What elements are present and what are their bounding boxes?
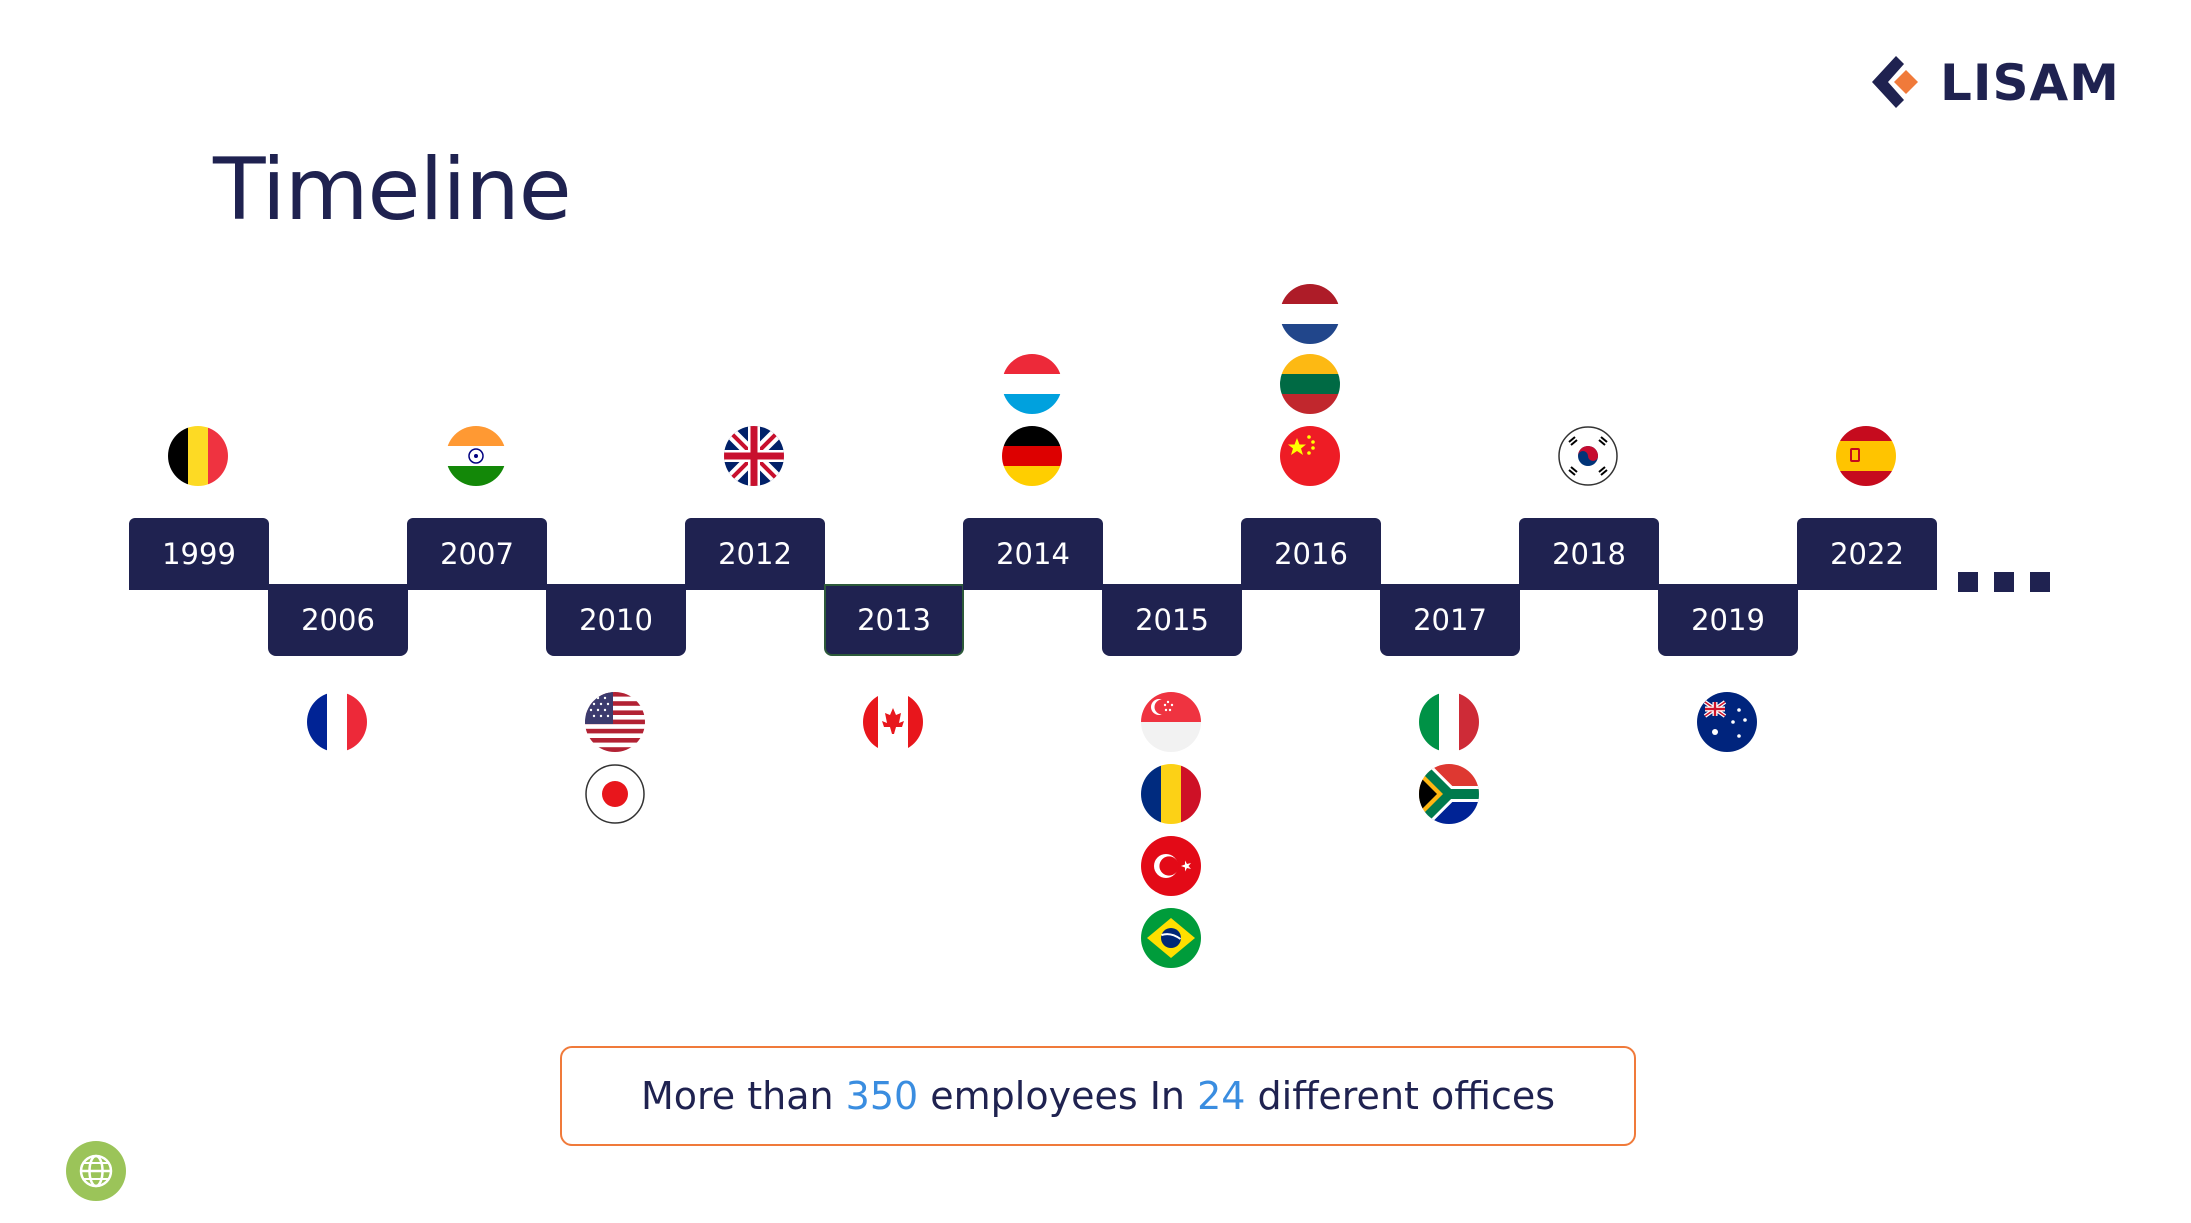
flag-italy-icon	[1419, 692, 1479, 752]
stats-suffix: different offices	[1245, 1074, 1556, 1118]
page-title: Timeline	[213, 140, 572, 240]
year-box-2013: 2013	[824, 584, 964, 656]
globe-glyph-icon	[79, 1154, 113, 1188]
flag-lithuania-icon	[1280, 354, 1340, 414]
lisam-logo: LISAM	[1860, 48, 2140, 118]
year-box-2016: 2016	[1241, 518, 1381, 590]
flag-usa-icon	[585, 692, 645, 752]
lisam-chevron-logo-icon	[1872, 56, 1918, 108]
flag-romania-icon	[1141, 764, 1201, 824]
flag-france-icon	[307, 692, 367, 752]
year-box-2014: 2014	[963, 518, 1103, 590]
flag-united-kingdom-icon	[724, 426, 784, 486]
year-box-2019: 2019	[1658, 584, 1798, 656]
year-box-2006: 2006	[268, 584, 408, 656]
flag-south-africa-icon	[1419, 764, 1479, 824]
flag-japan-icon	[585, 764, 645, 824]
year-box-2007: 2007	[407, 518, 547, 590]
flag-luxembourg-icon	[1002, 354, 1062, 414]
logo-text: LISAM	[1940, 54, 2120, 112]
flag-turkey-icon	[1141, 836, 1201, 896]
year-box-2017: 2017	[1380, 584, 1520, 656]
year-box-2015: 2015	[1102, 584, 1242, 656]
flag-south-korea-icon	[1558, 426, 1618, 486]
flag-netherlands-icon	[1280, 284, 1340, 344]
flag-spain-icon	[1836, 426, 1896, 486]
year-box-2012: 2012	[685, 518, 825, 590]
flag-germany-icon	[1002, 426, 1062, 486]
employees-offices-summary: More than 350 employees In 24 different …	[560, 1046, 1636, 1146]
flag-singapore-icon	[1141, 692, 1201, 752]
year-box-2022: 2022	[1797, 518, 1937, 590]
flag-india-icon	[446, 426, 506, 486]
year-box-2018: 2018	[1519, 518, 1659, 590]
stats-middle: employees In	[918, 1074, 1198, 1118]
flag-china-icon	[1280, 426, 1340, 486]
flag-canada-icon	[863, 692, 923, 752]
flag-belgium-icon	[168, 426, 228, 486]
year-box-2010: 2010	[546, 584, 686, 656]
offices-count: 24	[1197, 1074, 1246, 1118]
globe-icon[interactable]	[66, 1141, 126, 1201]
flag-brazil-icon	[1141, 908, 1201, 968]
year-box-1999: 1999	[129, 518, 269, 590]
flag-australia-icon	[1697, 692, 1757, 752]
stats-prefix: More than	[640, 1074, 846, 1118]
employees-count: 350	[845, 1074, 919, 1118]
